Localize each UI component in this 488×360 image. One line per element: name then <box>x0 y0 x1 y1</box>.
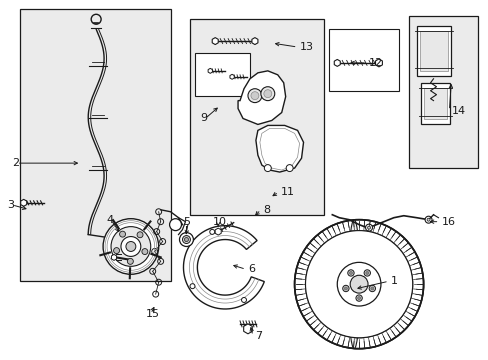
Circle shape <box>126 242 136 251</box>
Circle shape <box>169 219 181 231</box>
Text: 2: 2 <box>12 158 19 168</box>
Text: 16: 16 <box>441 217 454 227</box>
Circle shape <box>337 262 380 306</box>
Bar <box>190 19 324 215</box>
Circle shape <box>184 238 188 242</box>
Circle shape <box>365 271 368 274</box>
Bar <box>423 88 447 120</box>
Text: 12: 12 <box>368 58 383 68</box>
Ellipse shape <box>347 220 359 349</box>
Circle shape <box>344 287 346 290</box>
Polygon shape <box>243 324 252 334</box>
Circle shape <box>179 233 193 247</box>
Circle shape <box>264 90 271 98</box>
Circle shape <box>368 285 375 292</box>
Text: 15: 15 <box>145 309 160 319</box>
Circle shape <box>342 285 348 292</box>
Text: 14: 14 <box>450 105 465 116</box>
Circle shape <box>182 235 190 243</box>
Circle shape <box>127 258 133 264</box>
Polygon shape <box>255 125 303 172</box>
Circle shape <box>357 297 360 300</box>
Polygon shape <box>215 228 221 235</box>
Polygon shape <box>375 59 382 67</box>
Text: 10: 10 <box>213 217 227 227</box>
Circle shape <box>367 226 370 229</box>
Bar <box>328 29 398 91</box>
Circle shape <box>364 270 370 276</box>
Text: 1: 1 <box>390 276 397 286</box>
Bar <box>419 31 447 71</box>
Text: 5: 5 <box>183 217 190 227</box>
Text: 7: 7 <box>254 331 262 341</box>
Bar <box>195 53 249 96</box>
Circle shape <box>347 270 353 276</box>
Text: 8: 8 <box>263 205 269 215</box>
Circle shape <box>285 165 292 172</box>
Circle shape <box>426 218 429 221</box>
Circle shape <box>260 87 274 100</box>
Bar <box>416 26 450 76</box>
Polygon shape <box>238 71 285 125</box>
Polygon shape <box>229 74 234 79</box>
Circle shape <box>103 219 158 274</box>
Circle shape <box>120 231 125 237</box>
Circle shape <box>250 92 258 100</box>
Bar <box>420 83 449 125</box>
Polygon shape <box>111 255 116 260</box>
Circle shape <box>349 271 352 274</box>
Polygon shape <box>334 59 340 66</box>
Circle shape <box>264 165 271 172</box>
Circle shape <box>190 284 195 289</box>
Polygon shape <box>212 37 218 45</box>
Text: 13: 13 <box>299 42 313 52</box>
Polygon shape <box>208 68 212 73</box>
Polygon shape <box>20 199 27 206</box>
Text: 6: 6 <box>247 264 254 274</box>
Text: 4: 4 <box>106 215 113 225</box>
Circle shape <box>349 275 367 293</box>
Circle shape <box>424 216 431 223</box>
Circle shape <box>365 224 372 231</box>
Circle shape <box>137 232 142 238</box>
Circle shape <box>247 89 262 103</box>
Circle shape <box>113 248 119 253</box>
Circle shape <box>370 287 373 290</box>
Circle shape <box>142 249 147 255</box>
Polygon shape <box>251 37 257 45</box>
Circle shape <box>305 231 412 338</box>
Bar <box>20 9 170 281</box>
Text: 11: 11 <box>280 187 294 197</box>
Circle shape <box>209 229 214 234</box>
Circle shape <box>111 227 150 266</box>
Circle shape <box>121 237 141 256</box>
Polygon shape <box>183 226 264 309</box>
Bar <box>408 16 477 168</box>
Circle shape <box>294 220 423 349</box>
Text: 9: 9 <box>200 113 207 123</box>
Circle shape <box>355 295 362 301</box>
Circle shape <box>241 297 246 302</box>
Text: 3: 3 <box>7 200 14 210</box>
